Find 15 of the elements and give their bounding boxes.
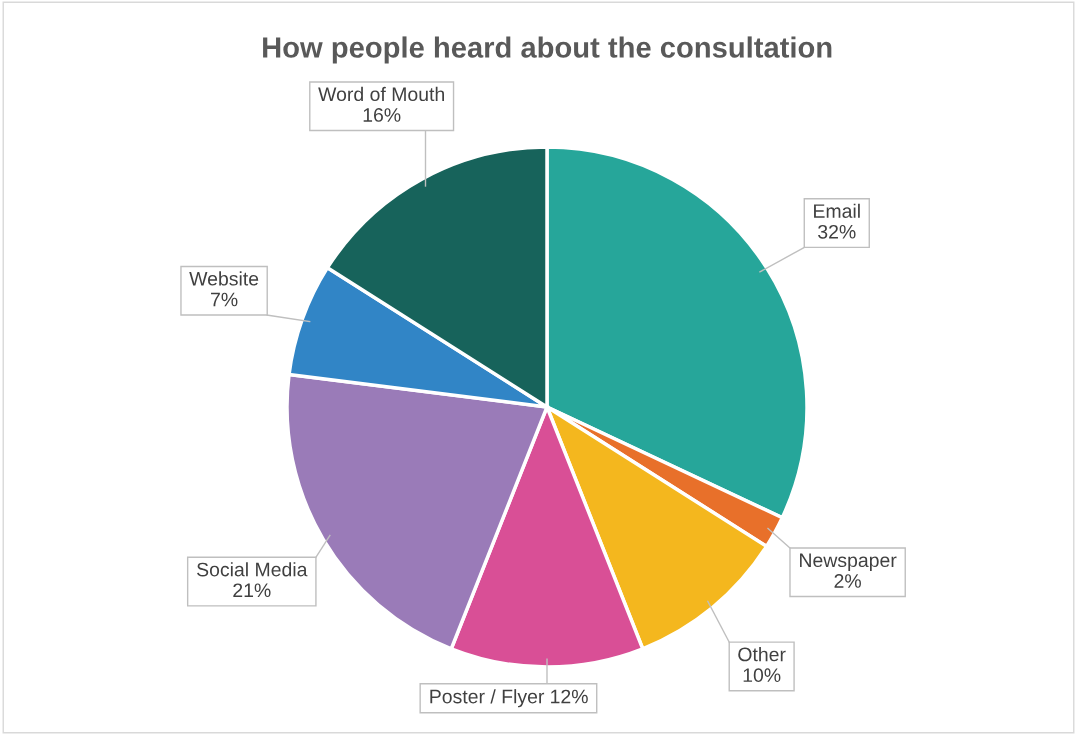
slice-label: Newspaper xyxy=(800,553,897,571)
slice-label: Other xyxy=(738,647,786,662)
data-label: 21% xyxy=(233,583,271,598)
data-label: 32% xyxy=(818,224,856,239)
data-label: 10% xyxy=(743,668,781,683)
slice-label: Poster / Flyer xyxy=(430,689,545,708)
data-label: 12% xyxy=(551,689,588,704)
data-label: 2% xyxy=(834,574,861,588)
data-label: 16% xyxy=(363,108,401,122)
slice-label: Word of Mouth xyxy=(318,86,444,102)
data-label: 7% xyxy=(211,292,238,307)
slice-label: Website xyxy=(189,271,259,286)
chart-title: How people heard about the consultation xyxy=(263,36,832,64)
slice-label: Email xyxy=(814,203,860,218)
slice-label: Social Media xyxy=(197,562,308,577)
